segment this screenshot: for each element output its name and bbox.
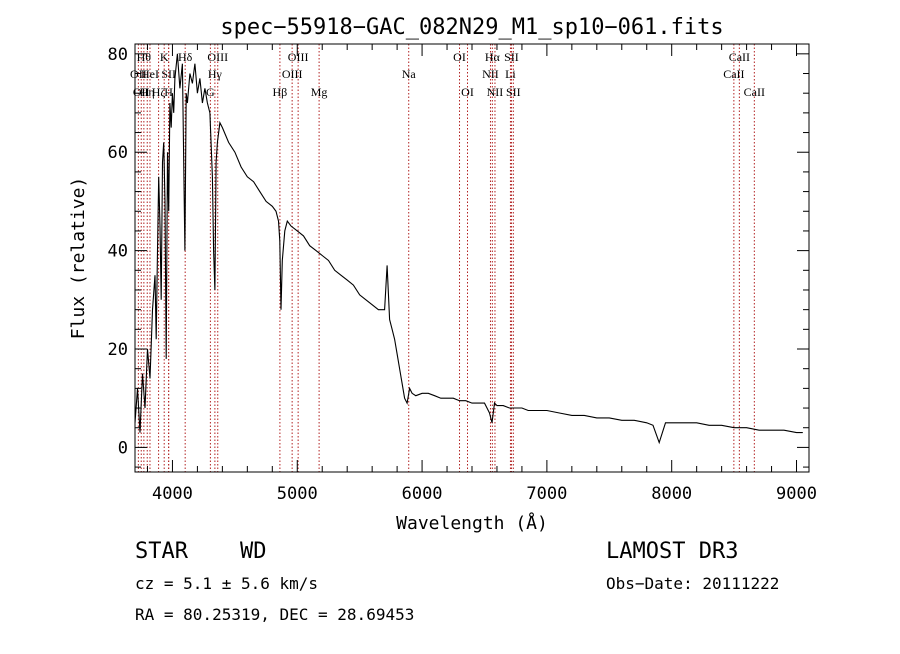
y-axis-label: Flux (relative): [68, 177, 89, 340]
x-tick-label: 9000: [776, 484, 817, 504]
spectral-line-label: Mg: [311, 85, 328, 99]
plot-frame: [134, 43, 810, 473]
spectral-line-label: CaII: [729, 50, 750, 64]
x-axis-ticks: 4000 5000 6000 7000 8000 9000: [146, 44, 817, 504]
redshift-cz: cz = 5.1 ± 5.6 km/s: [135, 574, 318, 593]
spectral-line-label: Hζ: [152, 85, 166, 99]
survey-name: LAMOST DR3: [606, 539, 738, 564]
spectral-line-label: Li: [505, 67, 516, 81]
spectral-line-label: Na: [402, 67, 417, 81]
y-tick-label: 40: [108, 242, 128, 262]
spectral-line-label: SII: [504, 50, 519, 64]
x-tick-label: 7000: [526, 484, 567, 504]
object-subclass: WD: [240, 539, 267, 564]
x-tick-label: 5000: [277, 484, 318, 504]
spectral-line-labels: OIIOIIHθHηHeIHζKHSIIHδGHγOIIIHβOIIIOIIIM…: [130, 50, 765, 99]
spectral-line-label: G: [206, 85, 215, 99]
spectral-line-label: OI: [461, 85, 474, 99]
spectral-line-label: CaII: [744, 85, 765, 99]
y-tick-label: 80: [108, 45, 128, 65]
spectral-line-label: K: [160, 50, 169, 64]
spectral-line-label: Hβ: [273, 85, 288, 99]
x-tick-label: 4000: [152, 484, 193, 504]
y-tick-label: 60: [108, 143, 128, 163]
spectral-line-label: OIII: [282, 67, 303, 81]
spectral-line-label: Hη: [140, 85, 155, 99]
spectral-line-label: SII: [506, 85, 521, 99]
spectral-line-label: OI: [453, 50, 466, 64]
y-tick-label: 0: [118, 438, 128, 458]
spectral-line-label: NII: [487, 85, 504, 99]
observation-date: Obs−Date: 20111222: [606, 574, 779, 593]
spectrum-series-line: [134, 53, 803, 445]
spectral-line-label: Hγ: [208, 67, 223, 81]
spectral-line-label: OII: [133, 85, 150, 99]
spectral-line-label: Hδ: [178, 50, 193, 64]
object-class: STAR: [135, 539, 189, 564]
spectral-line-label: OIII: [288, 50, 309, 64]
spectral-line-label: Hθ: [137, 50, 152, 64]
ra-dec-coordinates: RA = 80.25319, DEC = 28.69453: [135, 605, 414, 624]
spectral-line-label: SII: [161, 67, 176, 81]
x-axis-label: Wavelength (Å): [396, 512, 548, 534]
x-tick-label: 6000: [402, 484, 443, 504]
y-axis-ticks: 0 20 40 60 80: [108, 45, 809, 468]
chart-title: spec−55918−GAC_082N29_M1_sp10−061.fits: [220, 15, 723, 40]
spectral-line-markers: [137, 44, 755, 472]
spectral-line-label: H: [164, 85, 173, 99]
spectral-line-label: Hα: [485, 50, 501, 64]
spectral-line-label: NII: [482, 67, 499, 81]
x-tick-label: 8000: [651, 484, 692, 504]
y-tick-label: 20: [108, 340, 128, 360]
spectral-line-label: OIII: [207, 50, 228, 64]
spectral-line-label: HeI: [141, 67, 159, 81]
spectral-line-label: CaII: [723, 67, 744, 81]
